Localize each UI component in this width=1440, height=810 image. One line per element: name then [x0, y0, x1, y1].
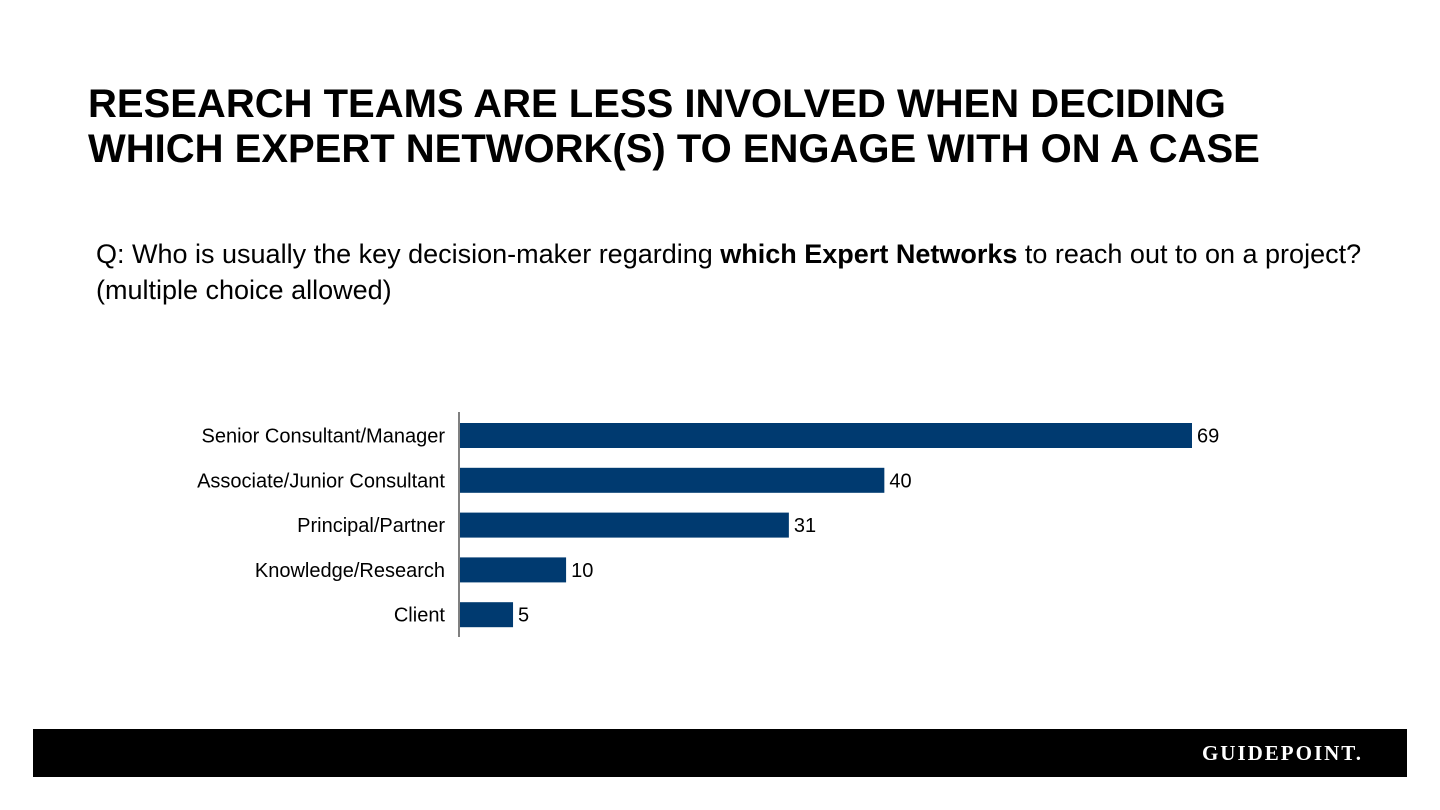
category-label: Client	[394, 605, 446, 627]
bar	[460, 557, 567, 583]
question-emphasis: which Expert Networks	[720, 239, 1018, 269]
data-label: 69	[1197, 426, 1219, 448]
category-label: Associate/Junior Consultant	[197, 470, 445, 492]
slide-title-line-2: WHICH EXPERT NETWORK(S) TO ENGAGE WITH O…	[88, 127, 1260, 171]
data-label: 31	[794, 515, 816, 537]
footer-bar: GUIDEPOINT.	[33, 729, 1407, 777]
question-prefix: Q: Who is usually the key decision-maker…	[96, 239, 721, 269]
slide-title-line-1: RESEARCH TEAMS ARE LESS INVOLVED WHEN DE…	[88, 82, 1226, 126]
bar	[460, 423, 1192, 448]
category-label: Principal/Partner	[297, 515, 445, 537]
survey-question: Q: Who is usually the key decision-maker…	[96, 236, 1396, 308]
slide-title: RESEARCH TEAMS ARE LESS INVOLVED WHEN DE…	[88, 82, 1388, 172]
guidepoint-logo: GUIDEPOINT.	[1201, 741, 1363, 765]
data-label: 40	[889, 470, 911, 492]
category-label: Senior Consultant/Manager	[202, 426, 446, 448]
question-suffix: to reach out to on a project? (multiple …	[96, 239, 1362, 305]
bar	[460, 602, 514, 628]
bar-chart: Senior Consultant/Manager 69 Associate/Jun…	[197, 412, 1219, 637]
data-label: 10	[571, 560, 593, 582]
bar	[460, 512, 789, 538]
bar	[460, 467, 885, 493]
data-label: 5	[518, 605, 529, 627]
category-label: Knowledge/Research	[255, 560, 445, 582]
